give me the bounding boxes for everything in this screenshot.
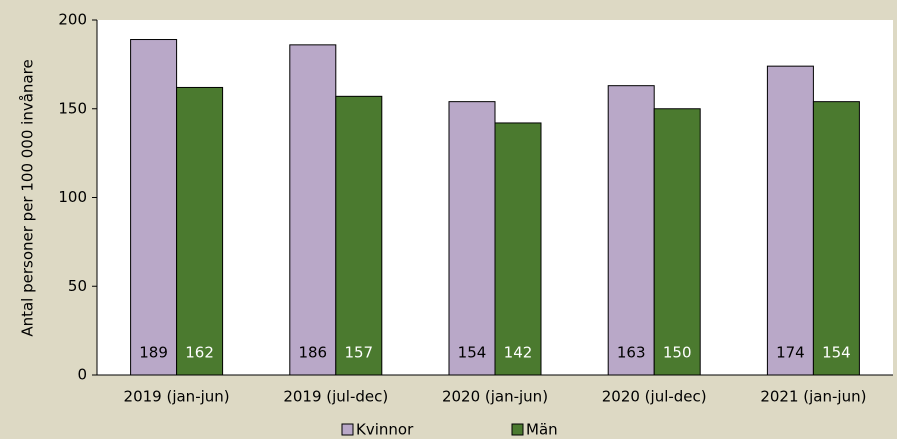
- bar: [812, 101, 860, 376]
- data-label: 154: [822, 344, 851, 362]
- y-tick-label: 100: [58, 188, 87, 206]
- x-tick-label: 2020 (jan-jun): [442, 388, 548, 406]
- data-label: 174: [776, 344, 805, 362]
- legend-label: Kvinnor: [356, 421, 414, 439]
- x-tick-label: 2021 (jan-jun): [760, 388, 866, 406]
- y-tick-label: 50: [68, 277, 87, 295]
- bar: [176, 86, 224, 376]
- data-label: 189: [139, 344, 168, 362]
- data-label: 186: [298, 344, 327, 362]
- data-label: 163: [617, 344, 646, 362]
- data-label: 142: [504, 344, 533, 362]
- legend-label: Män: [526, 421, 558, 439]
- legend-swatch: [511, 423, 524, 436]
- bar: [766, 65, 814, 376]
- data-label: 157: [344, 344, 373, 362]
- y-tick-label: 0: [77, 366, 87, 384]
- bar: [289, 44, 337, 376]
- data-label: 150: [663, 344, 692, 362]
- bar: [607, 85, 655, 376]
- x-tick-label: 2019 (jul-dec): [283, 388, 388, 406]
- x-tick-label: 2020 (jul-dec): [602, 388, 707, 406]
- bar: [448, 101, 496, 376]
- y-tick-label: 200: [58, 11, 87, 29]
- data-label: 162: [185, 344, 214, 362]
- bar: [494, 122, 542, 376]
- y-axis-label: Antal personer per 100 000 invånare: [19, 59, 37, 336]
- bar: [130, 39, 178, 376]
- bar: [335, 95, 383, 376]
- x-tick-label: 2019 (jan-jun): [124, 388, 230, 406]
- bar: [653, 108, 701, 376]
- legend-swatch: [341, 423, 354, 436]
- y-tick-label: 150: [58, 99, 87, 117]
- data-label: 154: [458, 344, 487, 362]
